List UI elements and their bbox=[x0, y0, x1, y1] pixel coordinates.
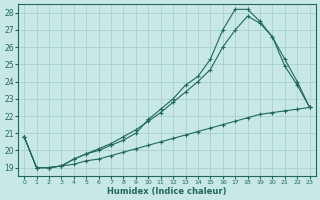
X-axis label: Humidex (Indice chaleur): Humidex (Indice chaleur) bbox=[107, 187, 227, 196]
